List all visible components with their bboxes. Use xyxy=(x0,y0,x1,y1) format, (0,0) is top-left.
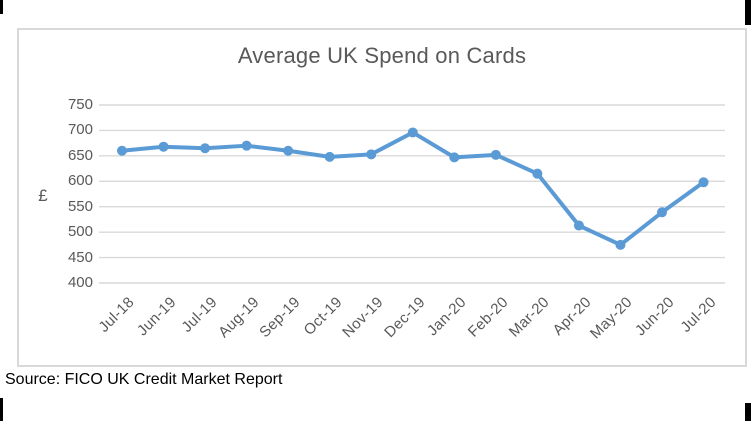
data-point-marker xyxy=(532,168,543,179)
y-tick-label: 600 xyxy=(67,172,93,190)
text-cursor-artifact-bottom-right xyxy=(745,403,751,421)
data-point-marker xyxy=(283,145,294,156)
text-cursor-artifact-bottom-left xyxy=(0,398,3,421)
text-cursor-artifact-top-left xyxy=(0,0,3,14)
data-point-marker xyxy=(158,141,169,152)
y-tick-label: 700 xyxy=(67,121,93,139)
y-tick-label: 400 xyxy=(67,274,93,291)
data-point-marker xyxy=(117,145,127,156)
y-tick-label: 450 xyxy=(67,248,93,266)
y-tick-label: 550 xyxy=(67,197,93,215)
plot-area xyxy=(99,104,725,284)
source-note: Source: FICO UK Credit Market Report xyxy=(5,371,283,388)
data-point-marker xyxy=(407,127,418,138)
data-point-marker xyxy=(449,152,460,163)
chart-title: Average UK Spend on Cards xyxy=(237,43,527,68)
data-point-marker xyxy=(573,220,584,231)
data-point-marker xyxy=(490,149,501,160)
y-tick-label: 650 xyxy=(67,146,93,164)
data-point-marker xyxy=(324,151,335,162)
text-cursor-artifact-top-right xyxy=(745,0,751,25)
data-point-marker xyxy=(200,143,211,154)
y-tick-label: 500 xyxy=(67,223,93,241)
y-tick-label: 750 xyxy=(67,96,93,113)
data-point-marker xyxy=(698,177,709,188)
chart-frame: Average UK Spend on Cards £ 400 450 500 550… xyxy=(17,28,747,367)
data-point-marker xyxy=(366,149,377,160)
data-point-marker xyxy=(615,239,626,250)
y-axis-unit-label: £ xyxy=(38,186,48,205)
data-point-marker xyxy=(241,140,252,151)
data-point-marker xyxy=(657,207,668,218)
